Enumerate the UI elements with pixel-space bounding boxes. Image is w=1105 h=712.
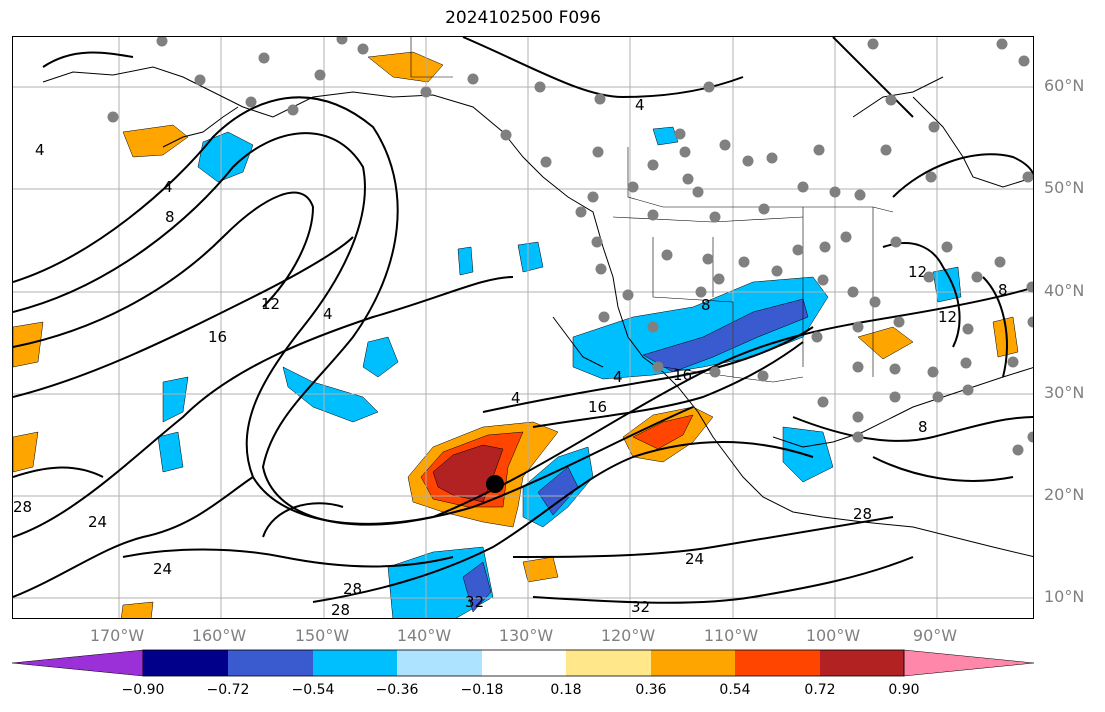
- contour-label: 8: [165, 208, 175, 226]
- colorbar-tick-label: 0.36: [635, 682, 666, 698]
- map-panel: 4 4 8 12 16 4 4 4 16 24 24 28 28 32 32 2…: [12, 36, 1034, 619]
- contour-label: 16: [208, 328, 227, 346]
- lat-label: 40°N: [1044, 281, 1084, 300]
- colorbar-segment: [397, 650, 482, 676]
- contour-label: 8: [918, 418, 928, 436]
- colorbar-arrow-left: [12, 650, 143, 676]
- lat-label: 30°N: [1044, 383, 1084, 402]
- lon-label: 110°W: [704, 626, 758, 645]
- colorbar-segment: [143, 650, 228, 676]
- contour-label: 16: [673, 366, 692, 384]
- lon-label: 150°W: [295, 626, 349, 645]
- contour-label: 8: [998, 281, 1008, 299]
- contour-lines: [13, 37, 1034, 603]
- colorbar-segment: [566, 650, 651, 676]
- colorbar-tick-label: −0.36: [376, 682, 419, 698]
- contour-label: 28: [13, 498, 32, 516]
- negative-shading: [158, 127, 961, 619]
- contour-label: 16: [588, 398, 607, 416]
- contour-label: 8: [701, 296, 711, 314]
- lat-label: 50°N: [1044, 178, 1084, 197]
- contour-label: 4: [511, 389, 521, 407]
- lon-label: 90°W: [913, 626, 957, 645]
- colorbar-segment: [482, 650, 566, 676]
- contour-label: 24: [685, 550, 704, 568]
- map-title: 2024102500 F096: [0, 8, 1046, 28]
- colorbar-tick-label: −0.72: [207, 682, 250, 698]
- colorbar-tick-label: 0.72: [804, 682, 835, 698]
- colorbar-segment: [651, 650, 735, 676]
- contour-label: 4: [613, 368, 623, 386]
- colorbar-tick-label: −0.54: [292, 682, 335, 698]
- colorbar-tick-label: 0.54: [719, 682, 750, 698]
- colorbar-segment: [313, 650, 397, 676]
- colorbar-tick-label: −0.18: [461, 682, 504, 698]
- contour-label: 12: [938, 308, 957, 326]
- lon-label: 170°W: [90, 626, 144, 645]
- center-marker: [486, 475, 504, 493]
- lon-label: 100°W: [806, 626, 860, 645]
- lon-label: 160°W: [192, 626, 246, 645]
- contour-label: 32: [465, 593, 484, 611]
- contour-label: 24: [88, 513, 107, 531]
- contour-labels: 4 4 8 12 16 4 4 4 16 24 24 28 28 32 32 2…: [13, 96, 1008, 619]
- lon-label: 120°W: [601, 626, 655, 645]
- colorbar-segment: [228, 650, 313, 676]
- colorbar-arrow-right: [904, 650, 1034, 676]
- lon-label: 130°W: [499, 626, 553, 645]
- colorbar-tick-label: 0.90: [888, 682, 919, 698]
- contour-label: 28: [343, 580, 362, 598]
- contour-label: 4: [163, 178, 173, 196]
- colorbar: [10, 648, 1036, 678]
- positive-shading: [13, 52, 1018, 619]
- contour-label: 28: [853, 505, 872, 523]
- contour-label: 4: [323, 305, 333, 323]
- contour-label: 28: [331, 601, 350, 619]
- contour-label: 32: [631, 598, 650, 616]
- contour-label: 12: [261, 295, 280, 313]
- contour-label: 24: [153, 560, 172, 578]
- lat-lon-grid: [13, 37, 1034, 619]
- station-markers: [108, 37, 1035, 456]
- lat-label: 10°N: [1044, 587, 1084, 606]
- colorbar-tick-label: 0.18: [550, 682, 581, 698]
- lon-label: 140°W: [397, 626, 451, 645]
- lat-label: 60°N: [1044, 76, 1084, 95]
- map-canvas: 4 4 8 12 16 4 4 4 16 24 24 28 28 32 32 2…: [13, 37, 1034, 619]
- colorbar-segment: [820, 650, 904, 676]
- contour-label: 4: [635, 96, 645, 114]
- contour-label: 4: [35, 141, 45, 159]
- lat-label: 20°N: [1044, 485, 1084, 504]
- colorbar-segment: [735, 650, 820, 676]
- colorbar-tick-label: −0.90: [122, 682, 165, 698]
